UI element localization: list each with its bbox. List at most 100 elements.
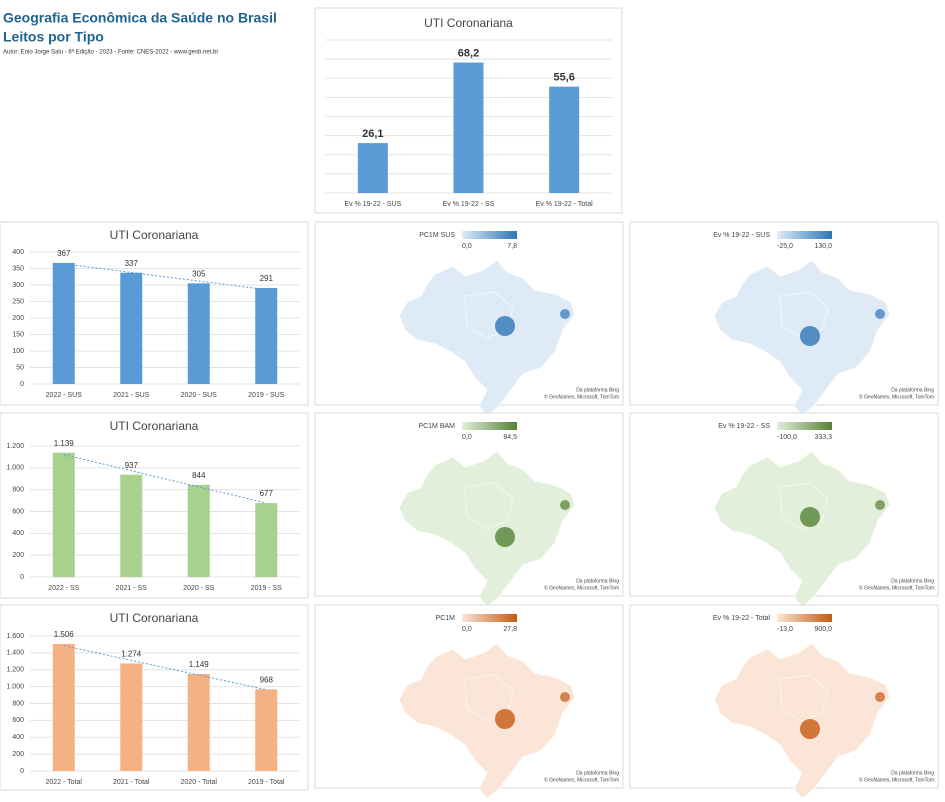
map-legend-max: 7,8	[507, 243, 517, 250]
y-tick-label: 1.600	[6, 633, 24, 640]
y-tick-label: 150	[12, 331, 24, 338]
bar	[52, 452, 75, 577]
x-tick-label: 2022 - SUS	[46, 392, 83, 399]
map	[398, 642, 576, 800]
map	[713, 450, 891, 608]
map-legend-min: 0,0	[462, 243, 472, 250]
value-label: 305	[192, 269, 206, 278]
bar	[255, 287, 278, 384]
map-highlight	[560, 692, 570, 702]
bar	[187, 283, 210, 384]
x-tick-label: 2021 - SUS	[113, 392, 150, 399]
map-legend-bar	[777, 231, 832, 239]
value-label: 937	[125, 461, 139, 470]
map-legend-bar	[777, 614, 832, 622]
map-highlight	[800, 326, 820, 346]
bar	[120, 474, 143, 577]
bar	[187, 674, 210, 771]
y-tick-label: 600	[12, 717, 24, 724]
header-title: Geografia Econômica da Saúde no Brasil	[3, 10, 277, 26]
x-tick-label: 2020 - Total	[181, 779, 218, 786]
bar	[255, 503, 278, 577]
map	[713, 259, 891, 417]
map-attribution: © GeoNames, Microsoft, TomTom	[859, 776, 934, 783]
y-tick-label: 400	[12, 530, 24, 537]
map-legend-title: Ev % 19-22 - SUS	[713, 232, 770, 239]
map-legend-title: PC1M SUS	[419, 232, 455, 239]
y-tick-label: 0	[20, 574, 24, 581]
value-label: 291	[260, 274, 274, 283]
y-tick-label: 1.200	[6, 667, 24, 674]
y-tick-label: 200	[12, 315, 24, 322]
value-label: 1.139	[54, 439, 75, 448]
bar	[255, 689, 278, 771]
map-legend-bar	[462, 231, 517, 239]
chart-title: UTI Coronariana	[110, 419, 199, 433]
x-tick-label: 2020 - SUS	[181, 392, 218, 399]
x-tick-label: 2019 - Total	[248, 779, 285, 786]
map-legend-bar	[462, 422, 517, 430]
x-tick-label: 2022 - SS	[48, 585, 79, 592]
map-legend-title: Ev % 19-22 - Total	[713, 615, 771, 622]
value-label: 1.274	[121, 650, 142, 659]
y-tick-label: 50	[16, 364, 24, 371]
bar	[357, 143, 388, 193]
map-highlight	[560, 309, 570, 319]
x-tick-label: Ev % 19-22 - SUS	[344, 201, 401, 208]
y-tick-label: 200	[12, 751, 24, 758]
map-attribution: Da plataforma Bing	[891, 578, 934, 584]
bar	[120, 663, 143, 771]
bar	[549, 86, 580, 193]
y-tick-label: 350	[12, 265, 24, 272]
map-legend-min: -25,0	[777, 243, 793, 250]
map-legend-max: 27,8	[503, 626, 517, 633]
x-tick-label: 2021 - SS	[116, 585, 147, 592]
bar	[187, 484, 210, 577]
chart-title: UTI Coronariana	[424, 16, 513, 30]
y-tick-label: 800	[12, 700, 24, 707]
value-label: 367	[57, 249, 71, 258]
map-legend-bar	[777, 422, 832, 430]
y-tick-label: 800	[12, 487, 24, 494]
value-label: 1.506	[54, 630, 75, 639]
map-legend-min: -100,0	[777, 434, 797, 441]
y-tick-label: 1.200	[6, 443, 24, 450]
map-attribution: Da plataforma Bing	[891, 770, 934, 776]
y-tick-label: 1.000	[6, 683, 24, 690]
chart-title: UTI Coronariana	[110, 611, 199, 625]
y-tick-label: 0	[20, 768, 24, 775]
y-tick-label: 400	[12, 734, 24, 741]
map-attribution: Da plataforma Bing	[891, 387, 934, 393]
x-tick-label: 2019 - SS	[251, 585, 282, 592]
map-legend-title: Ev % 19-22 - SS	[718, 423, 770, 430]
map-legend-min: 0,0	[462, 626, 472, 633]
map-highlight	[800, 507, 820, 527]
map-legend-min: -13,0	[777, 626, 793, 633]
map-highlight	[495, 709, 515, 729]
map	[398, 450, 576, 608]
map-attribution: © GeoNames, Microsoft, TomTom	[544, 584, 619, 591]
x-tick-label: 2019 - SUS	[248, 392, 285, 399]
y-tick-label: 200	[12, 552, 24, 559]
bar	[52, 643, 75, 771]
value-label: 26,1	[362, 128, 383, 140]
map	[398, 259, 576, 417]
y-tick-label: 400	[12, 249, 24, 256]
map-highlight	[875, 500, 885, 510]
map-highlight	[560, 500, 570, 510]
x-tick-label: 2021 - Total	[113, 779, 150, 786]
map-legend-max: 333,3	[814, 434, 832, 441]
map-legend-bar	[462, 614, 517, 622]
map-attribution: Da plataforma Bing	[576, 578, 619, 584]
map-legend-title: PC1M BAM	[418, 423, 455, 430]
map-attribution: © GeoNames, Microsoft, TomTom	[859, 584, 934, 591]
y-tick-label: 300	[12, 282, 24, 289]
y-tick-label: 1.000	[6, 465, 24, 472]
chart-title: UTI Coronariana	[110, 228, 199, 242]
bar	[120, 272, 143, 384]
map-legend-min: 0,0	[462, 434, 472, 441]
value-label: 968	[260, 675, 274, 684]
map-attribution: © GeoNames, Microsoft, TomTom	[859, 393, 934, 400]
value-label: 677	[260, 489, 274, 498]
